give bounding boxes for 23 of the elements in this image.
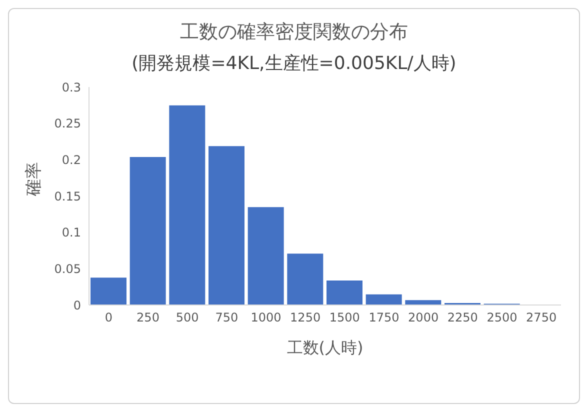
y-tick-label: 0.05 <box>54 262 81 276</box>
y-axis-title: 確率 <box>24 162 44 197</box>
x-axis-title: 工数(人時) <box>286 338 364 357</box>
y-tick-label: 0.3 <box>62 80 81 94</box>
y-tick-label: 0.15 <box>54 189 81 204</box>
x-tick-label: 250 <box>136 310 160 325</box>
x-tick-label: 1750 <box>368 310 400 325</box>
x-tick-label: 1000 <box>250 310 282 325</box>
x-tick-label: 750 <box>215 310 238 325</box>
chart-title: 工数の確率密度関数の分布 <box>179 20 409 45</box>
x-tick-label: 2750 <box>526 310 557 325</box>
x-tick-label: 0 <box>104 310 112 325</box>
y-tick-label: 0.1 <box>62 226 81 240</box>
x-tick-label: 500 <box>176 310 199 325</box>
chart-subtitle: (開発規模=4KL,生産性=0.005KL/人時) <box>130 52 458 75</box>
x-tick-label: 2250 <box>447 310 478 325</box>
x-tick-label: 1250 <box>290 310 321 325</box>
x-tick-label: 2500 <box>486 310 518 325</box>
x-tick-label: 2000 <box>408 310 439 325</box>
y-tick-label: 0 <box>73 298 81 312</box>
y-tick-label: 0.25 <box>54 116 81 131</box>
x-tick-label: 1500 <box>329 310 360 325</box>
y-tick-label: 0.2 <box>62 152 81 167</box>
